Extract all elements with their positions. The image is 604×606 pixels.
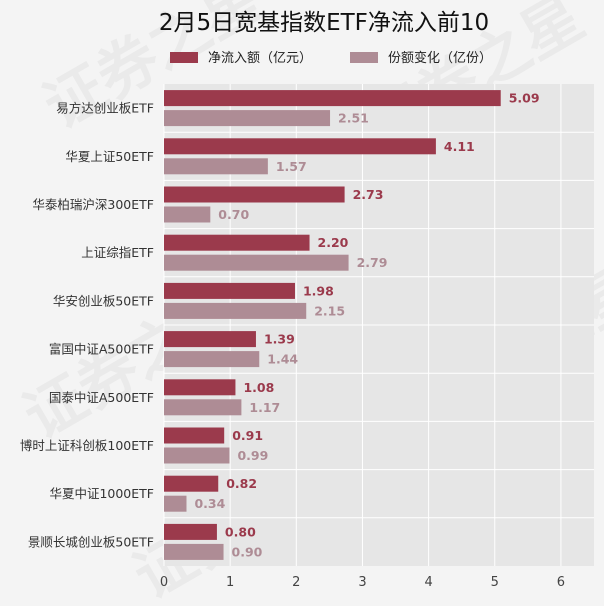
share-change-value-label: 2.51 [338,111,369,126]
legend-label: 净流入额（亿元） [208,51,312,66]
share-change-bar [164,543,224,560]
category-label: 国泰中证A500ETF [49,390,154,405]
grid [163,84,594,566]
net-inflow-bar [164,282,295,299]
net-inflow-bar [164,138,436,155]
x-tick-label: 3 [358,575,366,590]
bars: 5.09 2.51 4.11 1.57 2.73 0.70 2.20 2.79 1.98 2.15… [164,90,540,560]
net-inflow-value-label: 2.73 [353,187,384,202]
x-tick-label: 5 [491,575,499,590]
category-label: 华夏中证1000ETF [49,486,154,501]
category-label: 上证综指ETF [81,245,154,260]
y-axis: 易方达创业板ETF 华夏上证50ETF 华泰柏瑞沪深300ETF 上证综指ETF 华安创… [20,101,154,550]
legend: 净流入额（亿元） 份额变化（亿份） [170,50,492,66]
net-inflow-bar [164,186,345,203]
share-change-bar [164,447,230,464]
share-change-bar [164,399,242,416]
net-inflow-bar [164,234,310,251]
share-change-value-label: 1.57 [276,159,307,174]
category-label: 华泰柏瑞沪深300ETF [32,197,154,212]
x-tick-label: 6 [557,575,565,590]
x-tick-label: 1 [226,575,234,590]
x-tick-label: 0 [160,575,168,590]
share-change-value-label: 1.44 [267,352,298,367]
x-tick-label: 4 [424,575,432,590]
category-label: 华安创业板50ETF [53,293,154,308]
x-axis: 0 1 2 3 4 5 6 [160,575,565,590]
share-change-bar [164,158,268,175]
share-change-bar [164,302,307,319]
category-label: 华夏上证50ETF [65,149,154,164]
net-inflow-value-label: 1.98 [303,283,334,298]
share-change-bar [164,351,260,368]
net-inflow-value-label: 1.08 [243,380,274,395]
chart-title: 2月5日宽基指数ETF净流入前10 [159,10,489,36]
share-change-value-label: 2.79 [357,255,388,270]
share-change-value-label: 0.90 [232,544,263,559]
share-change-value-label: 2.15 [314,303,345,318]
category-label: 博时上证科创板100ETF [20,438,154,453]
share-change-value-label: 1.17 [249,400,280,415]
legend-swatch [170,52,198,63]
category-label: 易方达创业板ETF [56,101,154,116]
net-inflow-value-label: 2.20 [318,235,349,250]
net-inflow-value-label: 5.09 [509,91,540,106]
net-inflow-value-label: 4.11 [444,139,475,154]
net-inflow-value-label: 0.82 [226,476,257,491]
net-inflow-bar [164,475,219,492]
net-inflow-bar [164,379,236,396]
net-inflow-bar [164,523,217,540]
share-change-value-label: 0.99 [237,448,268,463]
share-change-bar [164,254,349,271]
net-inflow-value-label: 1.39 [264,332,295,347]
legend-label: 份额变化（亿份） [388,50,492,66]
legend-swatch [350,52,378,63]
share-change-bar [164,110,331,127]
net-inflow-value-label: 0.91 [232,428,263,443]
net-inflow-bar [164,427,225,444]
x-tick-label: 2 [292,575,300,590]
share-change-bar [164,495,187,512]
category-label: 景顺长城创业板50ETF [28,534,154,549]
share-change-value-label: 0.70 [218,207,249,222]
net-inflow-bar [164,331,256,348]
share-change-bar [164,206,211,223]
share-change-value-label: 0.34 [194,496,225,511]
net-inflow-bar [164,90,501,107]
net-inflow-value-label: 0.80 [225,524,256,539]
category-label: 富国中证A500ETF [49,342,154,357]
